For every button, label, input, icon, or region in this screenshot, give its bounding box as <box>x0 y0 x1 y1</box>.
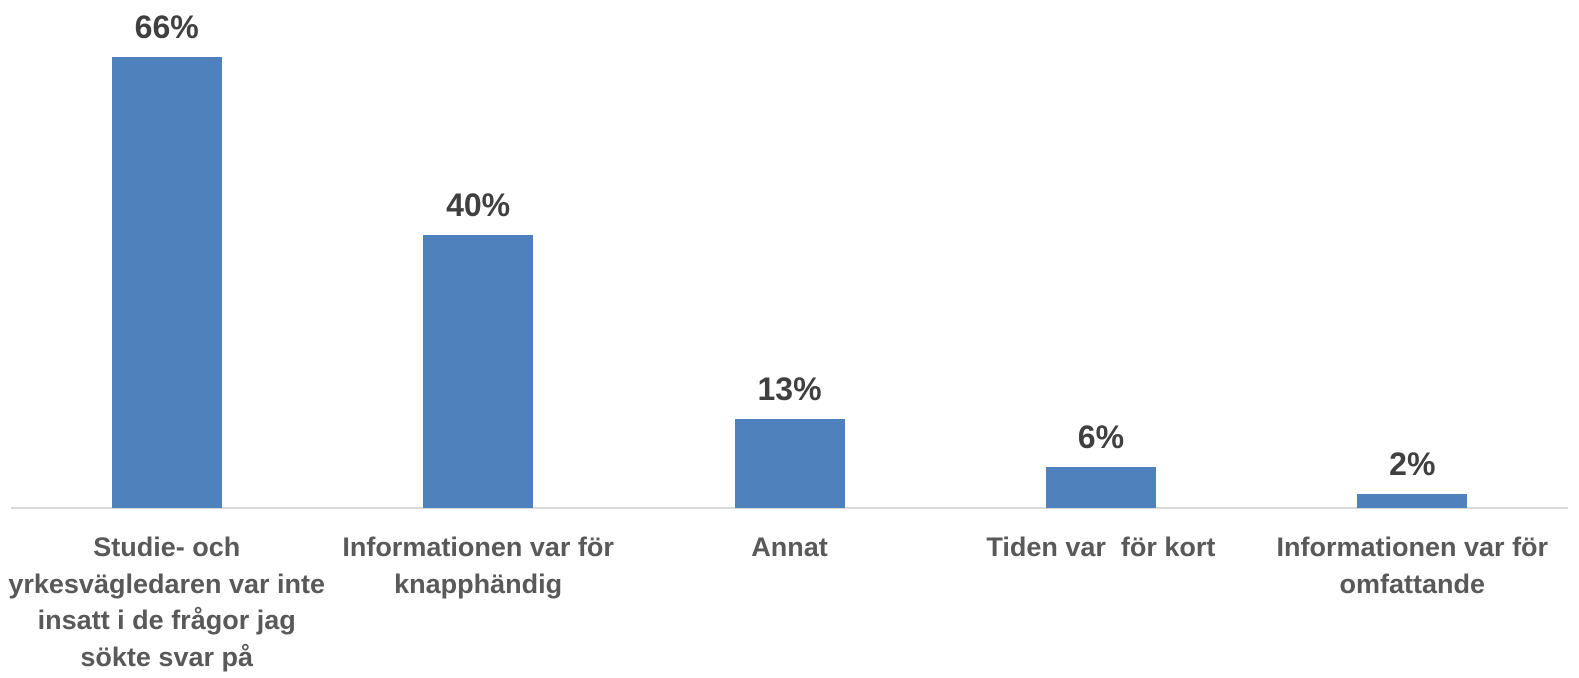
bar <box>734 419 845 508</box>
x-axis-line <box>11 507 1568 509</box>
x-tick-label: Studie- och yrkesvägledaren var inte ins… <box>8 532 333 672</box>
x-tick-label: Tiden var för kort <box>986 532 1216 562</box>
x-tick-label: Informationen var för knapphändig <box>342 532 622 599</box>
bar <box>423 234 534 508</box>
x-tick-label: Annat <box>751 532 828 562</box>
data-label: 2% <box>1389 446 1436 483</box>
data-label: 6% <box>1077 419 1125 455</box>
bar <box>1357 494 1468 508</box>
bar <box>111 57 222 508</box>
bar <box>1045 467 1156 508</box>
data-label: 66% <box>134 9 199 45</box>
data-label: 40% <box>446 186 511 223</box>
data-label: 13% <box>757 371 822 408</box>
x-tick-label: Informationen var för omfattande <box>1276 532 1556 599</box>
